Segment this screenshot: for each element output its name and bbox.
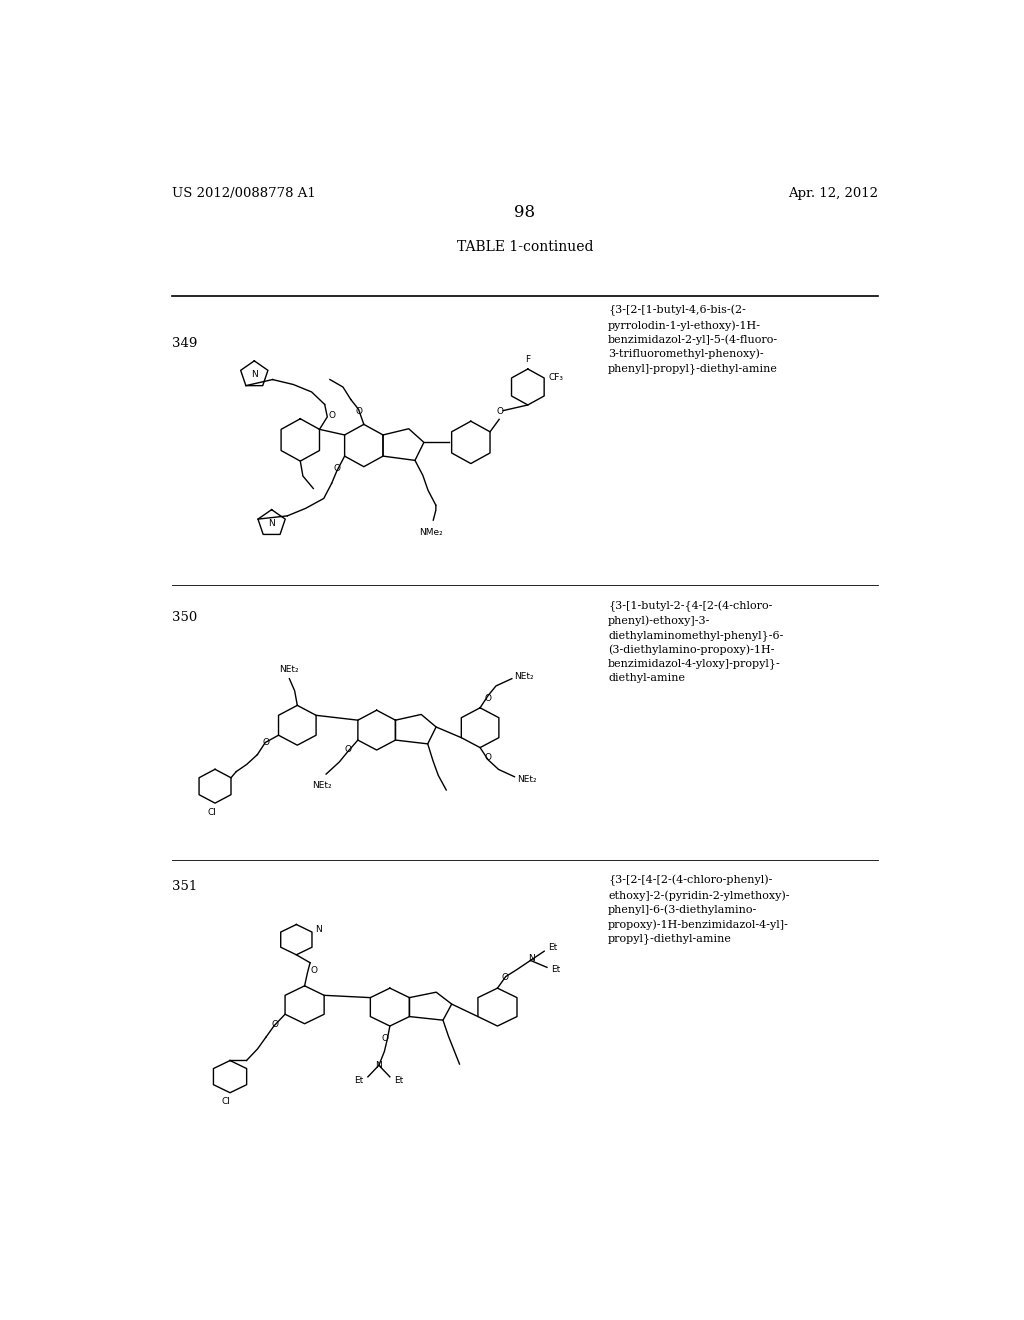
Text: 350: 350	[172, 611, 197, 623]
Text: {3-[2-[4-[2-(4-chloro-phenyl)-
ethoxy]-2-(pyridin-2-ylmethoxy)-
phenyl]-6-(3-die: {3-[2-[4-[2-(4-chloro-phenyl)- ethoxy]-2…	[608, 875, 790, 944]
Text: Apr. 12, 2012: Apr. 12, 2012	[787, 187, 878, 199]
Text: 349: 349	[172, 338, 197, 350]
Text: {3-[2-[1-butyl-4,6-bis-(2-
pyrrolodin-1-yl-ethoxy)-1H-
benzimidazol-2-yl]-5-(4-f: {3-[2-[1-butyl-4,6-bis-(2- pyrrolodin-1-…	[608, 305, 778, 374]
Text: {3-[1-butyl-2-{4-[2-(4-chloro-
phenyl)-ethoxy]-3-
diethylaminomethyl-phenyl}-6-
: {3-[1-butyl-2-{4-[2-(4-chloro- phenyl)-e…	[608, 601, 783, 682]
Text: 351: 351	[172, 880, 197, 894]
Text: TABLE 1-continued: TABLE 1-continued	[457, 240, 593, 253]
Text: 98: 98	[514, 205, 536, 222]
Text: US 2012/0088778 A1: US 2012/0088778 A1	[172, 187, 315, 199]
